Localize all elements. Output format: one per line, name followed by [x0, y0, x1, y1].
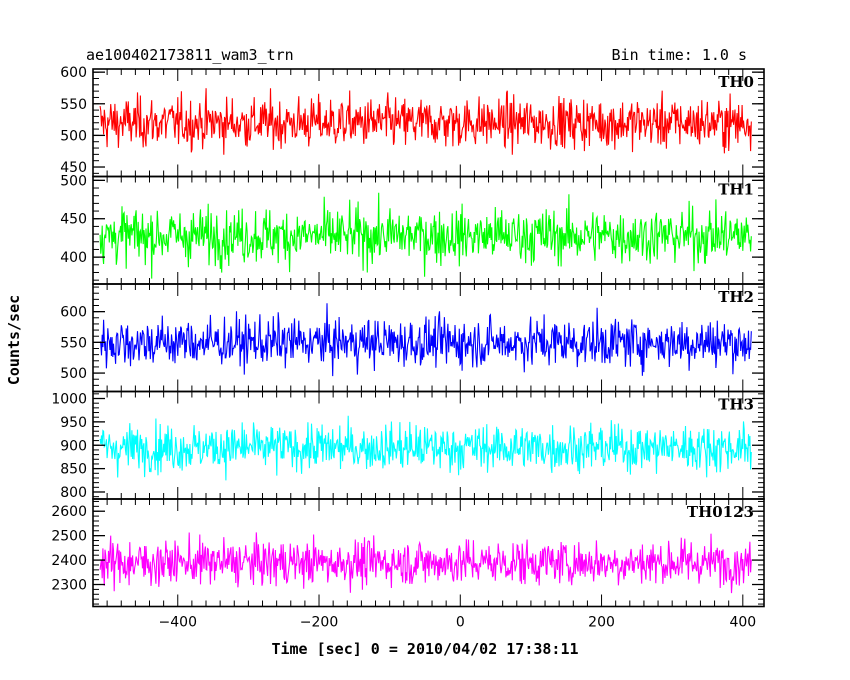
series-th2 [99, 303, 752, 377]
panel-th1: 400 450 500 TH1 [60, 173, 765, 285]
panel-label: TH0 [718, 73, 754, 91]
y-tick-label: 500 [60, 173, 87, 189]
panel-label: TH0123 [687, 503, 754, 521]
chart-title: ae100402173811_wam3_trn [86, 46, 294, 64]
y-tick-label: 950 [60, 415, 87, 431]
series-th0 [99, 88, 752, 155]
x-tick-label: −200 [300, 615, 338, 631]
panel-th2: 500 550 600 TH2 [60, 283, 765, 393]
series-th3 [99, 415, 752, 481]
y-tick-label: 2300 [51, 578, 87, 594]
y-tick-label: 450 [60, 160, 87, 176]
x-tick-label: 200 [588, 615, 615, 631]
y-tick-label: 500 [60, 128, 87, 144]
x-axis: −400 −200 0 200 400 [159, 615, 757, 631]
y-tick-label: 550 [60, 97, 87, 113]
series-th0123 [99, 532, 752, 594]
y-tick-label: 550 [60, 335, 87, 351]
y-axis-label: Counts/sec [5, 295, 23, 385]
y-tick-label: 450 [60, 212, 87, 228]
series-th1 [99, 192, 752, 279]
y-tick-label: 600 [60, 65, 87, 81]
y-tick-label: 2500 [51, 529, 87, 545]
y-tick-label: 2400 [51, 553, 87, 569]
x-tick-label: 0 [456, 615, 465, 631]
y-tick-label: 600 [60, 305, 87, 321]
y-tick-label: 400 [60, 250, 87, 266]
y-tick-label: 500 [60, 366, 87, 382]
panel-th3: 800 850 900 950 1000 TH3 [51, 390, 765, 501]
bin-time-label: Bin time: 1.0 s [612, 46, 747, 64]
y-tick-label: 850 [60, 462, 87, 478]
panel-label: TH3 [718, 396, 754, 414]
panel-label: TH1 [718, 181, 754, 199]
y-tick-label: 2600 [51, 504, 87, 520]
x-tick-label: −400 [159, 615, 197, 631]
panel-label: TH2 [718, 288, 754, 306]
x-tick-label: 400 [729, 615, 756, 631]
y-tick-label: 1000 [51, 392, 87, 408]
panel-th0123: 2300 2400 2500 2600 TH0123 [51, 498, 765, 608]
panel-th0: 450 500 550 600 TH0 [60, 65, 765, 178]
panel-frame [92, 498, 765, 608]
x-axis-label: Time [sec] 0 = 2010/04/02 17:38:11 [271, 640, 578, 658]
y-tick-label: 900 [60, 438, 87, 454]
y-tick-label: 800 [60, 485, 87, 501]
